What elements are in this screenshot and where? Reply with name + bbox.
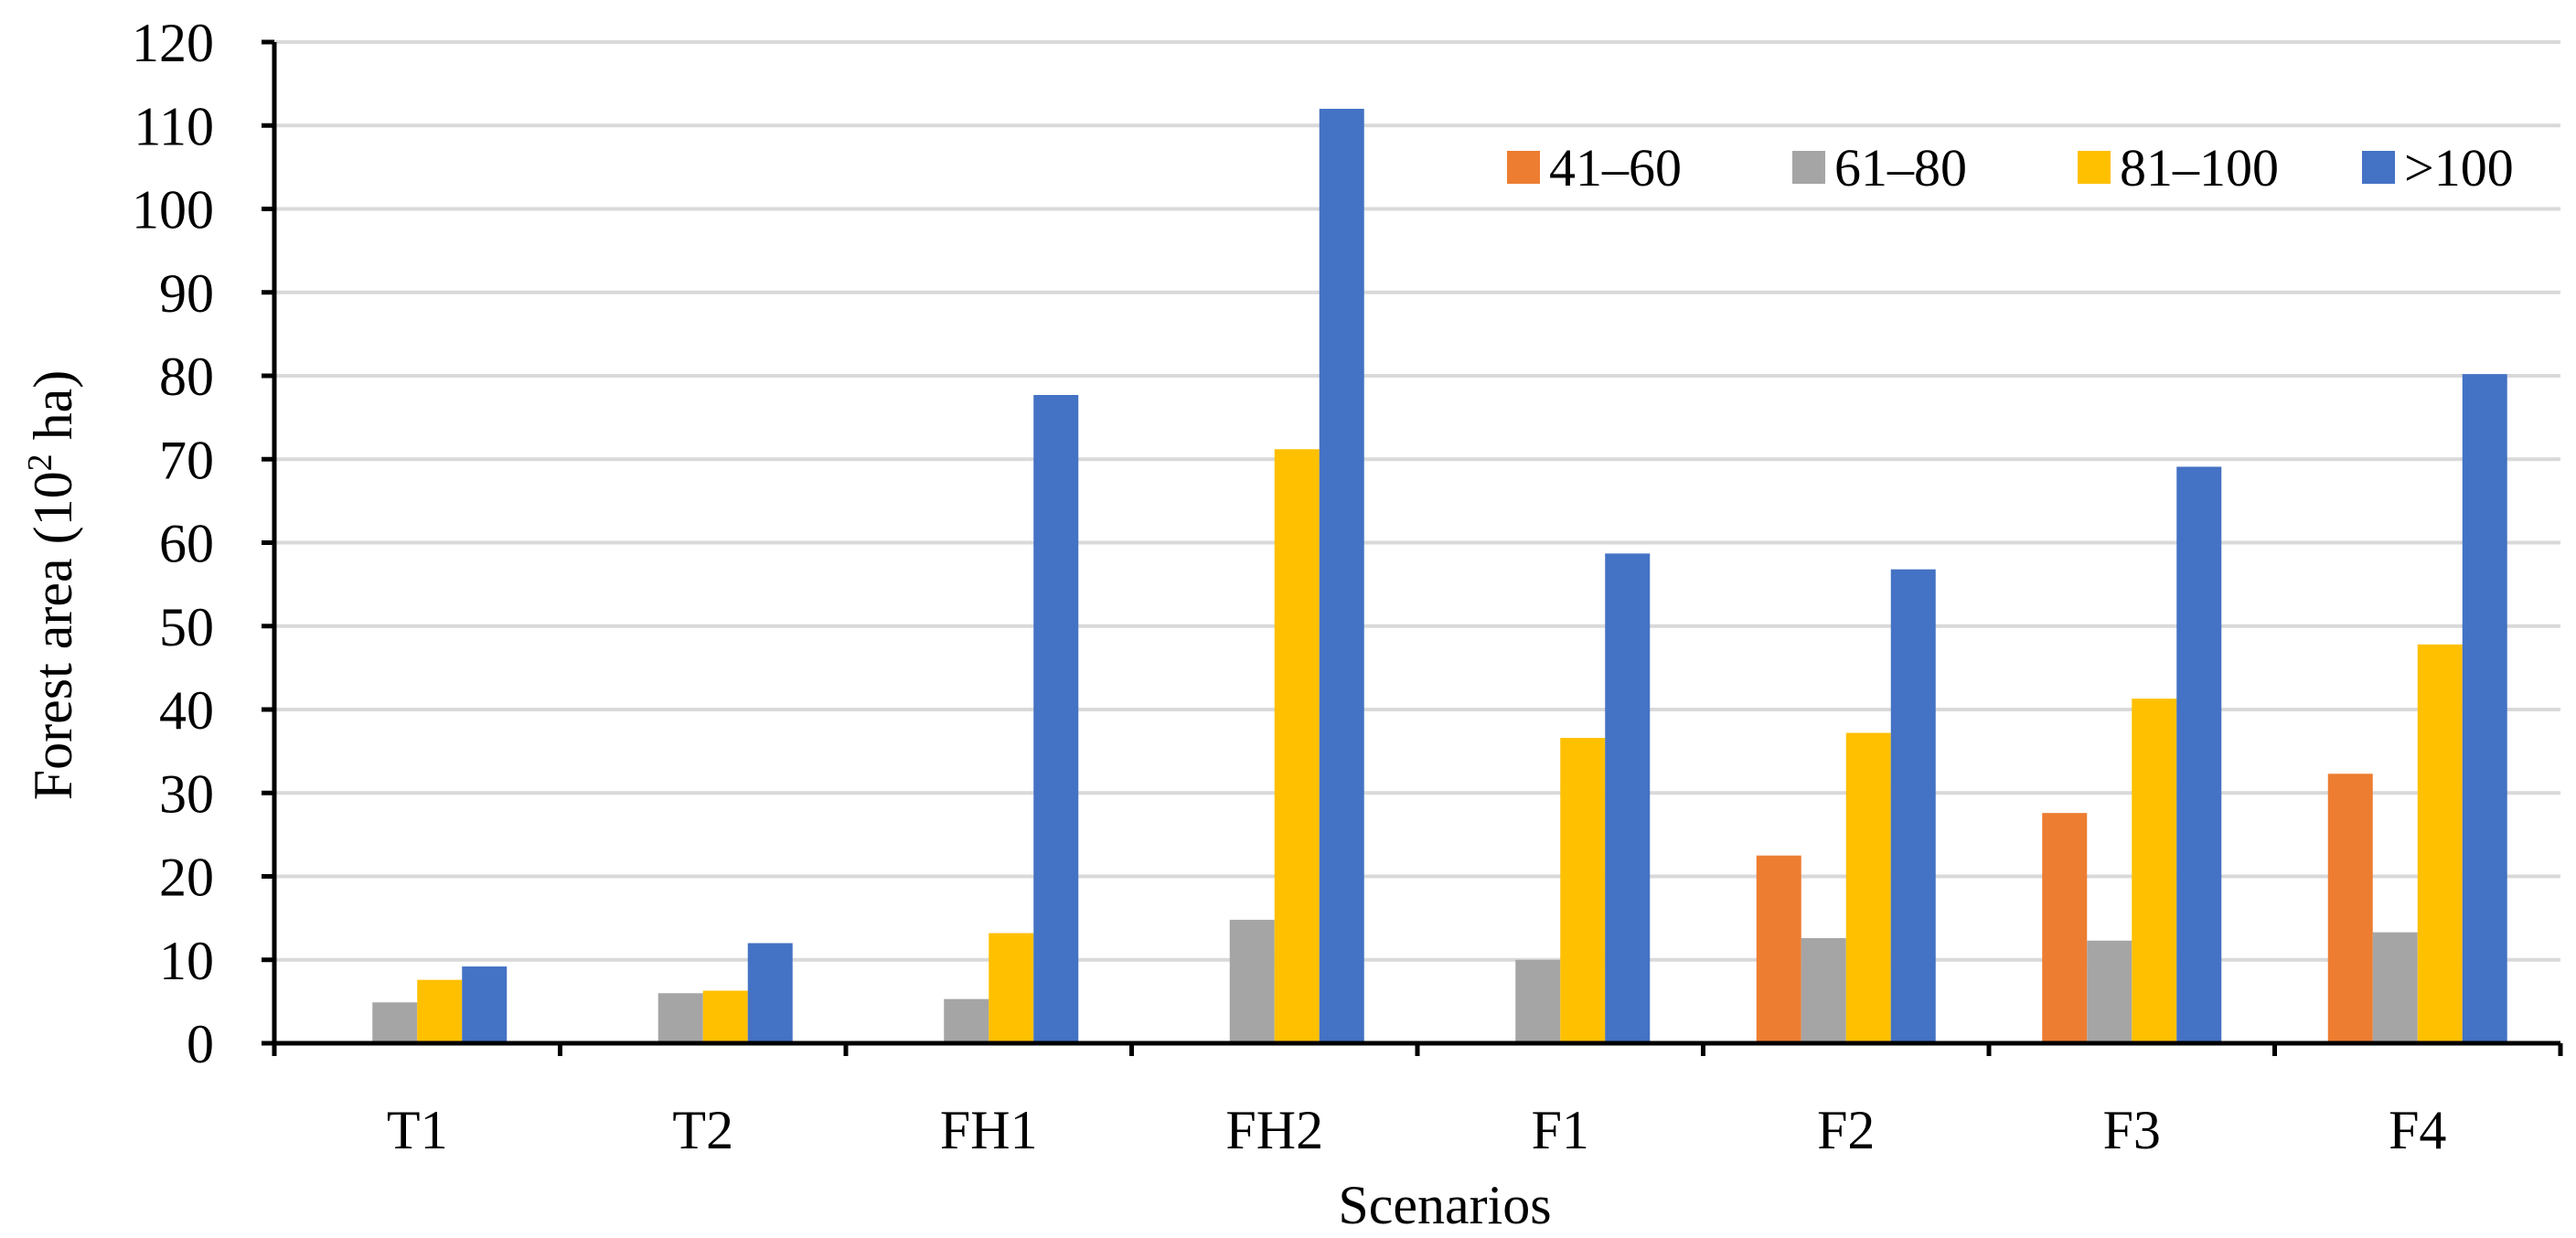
legend-swatch: [1792, 151, 1825, 184]
bars: [372, 109, 2507, 1043]
y-tick-label: 50: [159, 597, 214, 657]
bar: [1605, 553, 1651, 1043]
y-tick-label: 100: [132, 180, 214, 240]
x-tick-label: T1: [387, 1100, 448, 1160]
bar: [747, 943, 793, 1043]
bar: [1890, 569, 1936, 1043]
x-tick-label: F2: [1817, 1100, 1875, 1160]
x-axis-title: Scenarios: [1338, 1175, 1551, 1235]
y-tick-label: 0: [187, 1014, 214, 1074]
bar: [944, 998, 989, 1043]
legend-label: 81–100: [2120, 138, 2279, 197]
bar: [1229, 919, 1275, 1043]
x-tick-label: FH1: [940, 1100, 1038, 1160]
y-tick-labels: 0 10 20 30 40 50 60 70 80 90 100 110 120: [132, 13, 214, 1074]
bar: [702, 990, 748, 1043]
bar: [989, 933, 1034, 1043]
bar: [2372, 932, 2418, 1043]
bar: [372, 1002, 418, 1043]
y-tick-label: 30: [159, 763, 214, 824]
x-tick-label: F4: [2389, 1100, 2446, 1160]
x-tick-label: FH2: [1225, 1100, 1323, 1160]
y-tick-label: 10: [159, 931, 214, 991]
legend-swatch: [2362, 151, 2395, 184]
legend-swatch: [1507, 151, 1540, 184]
legend-swatch: [2078, 151, 2111, 184]
bar: [1845, 732, 1891, 1043]
bar: [2087, 940, 2132, 1043]
y-tick-label: 70: [159, 430, 214, 490]
legend: 41–60 61–80 81–100 >100: [1507, 138, 2514, 197]
bar: [462, 966, 508, 1043]
x-tick-label: T2: [672, 1100, 733, 1160]
bar: [1274, 449, 1320, 1043]
bar: [1560, 738, 1606, 1043]
bar: [2417, 644, 2463, 1043]
bar: [2132, 699, 2177, 1043]
bar: [1319, 109, 1364, 1043]
y-tick-label: 110: [134, 96, 214, 156]
bar: [1033, 394, 1079, 1043]
y-tick-label: 120: [132, 13, 214, 73]
legend-label: 41–60: [1549, 138, 1682, 197]
bar: [1756, 855, 1801, 1043]
bar: [1801, 938, 1846, 1043]
gridlines: [274, 40, 2560, 962]
y-tick-label: 80: [159, 347, 214, 407]
y-axis-title-main: Forest area (10: [23, 471, 83, 800]
bar: [2176, 466, 2222, 1043]
bar: [417, 979, 463, 1043]
legend-label: 61–80: [1834, 138, 1967, 197]
y-axis-title-tail: ha): [23, 370, 83, 454]
legend-label: >100: [2404, 138, 2514, 197]
y-axis-title-superscript: 2: [21, 454, 59, 471]
bar: [2462, 374, 2507, 1043]
x-tick-label: F3: [2103, 1100, 2161, 1160]
bar: [1515, 959, 1561, 1043]
y-tick-label: 60: [159, 514, 214, 574]
y-tick-label: 40: [159, 680, 214, 741]
axes: [262, 39, 2563, 1056]
bar: [2327, 774, 2373, 1043]
bar: [657, 993, 703, 1043]
y-axis-title: Forest area (102 ha): [21, 370, 83, 800]
y-tick-label: 90: [159, 263, 214, 324]
x-tick-label: F1: [1532, 1100, 1589, 1160]
x-tick-labels: T1 T2 FH1 FH2 F1 F2 F3 F4: [387, 1100, 2447, 1160]
y-tick-label: 20: [159, 848, 214, 908]
bar: [2042, 813, 2088, 1043]
